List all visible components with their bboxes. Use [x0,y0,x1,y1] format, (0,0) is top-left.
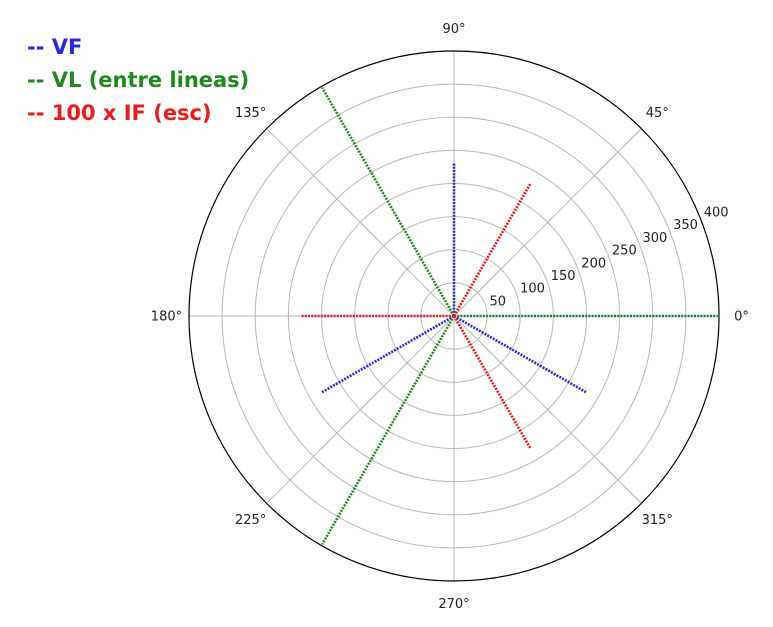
radial-tick-label-400: 400 [704,206,729,221]
radial-tick-label-200: 200 [581,256,606,271]
angular-tick-label-270: 270° [438,597,469,612]
angular-grid-line-135 [266,128,455,317]
series-0-ray-1 [321,314,455,394]
angular-grid-line-315 [453,315,642,504]
radial-tick-label-100: 100 [520,282,545,297]
series-1-ray-1 [321,87,456,317]
legend: -- VF -- VL (entre lineas) -- 100 x IF (… [27,31,249,130]
radial-tick-label-350: 350 [673,218,698,233]
polar-frame [188,50,720,582]
radial-tick-label-50: 50 [490,294,507,309]
series-0-ray-2 [453,314,587,394]
angular-grid-line-225 [266,315,455,504]
radial-tick-label-250: 250 [612,244,637,259]
angular-grid-line-45 [453,128,642,317]
series-1-ray-2 [321,315,456,545]
angular-tick-label-45: 45° [646,106,669,121]
series-layer [301,87,718,545]
angular-tick-label-225: 225° [235,513,266,528]
radial-tick-label-300: 300 [643,231,668,246]
legend-item-vl: -- VL (entre lineas) [27,68,250,92]
series-2-ray-2 [452,315,532,449]
angular-tick-label-90: 90° [442,22,465,37]
series-1 [321,87,718,545]
legend-item-if: -- 100 x IF (esc) [27,101,212,125]
angular-tick-label-315: 315° [642,513,673,528]
angular-tick-label-180: 180° [151,310,182,325]
angular-tick-label-0: 0° [734,310,749,325]
radial-tick-label-150: 150 [551,269,576,284]
angular-tick-label-135: 135° [235,106,266,121]
legend-item-vf: -- VF [27,35,83,59]
frame [188,50,720,582]
tick-labels: 0° 45° 90° 135° 180° 225° 270° 315° 50 100 150 200 2… [151,22,749,612]
